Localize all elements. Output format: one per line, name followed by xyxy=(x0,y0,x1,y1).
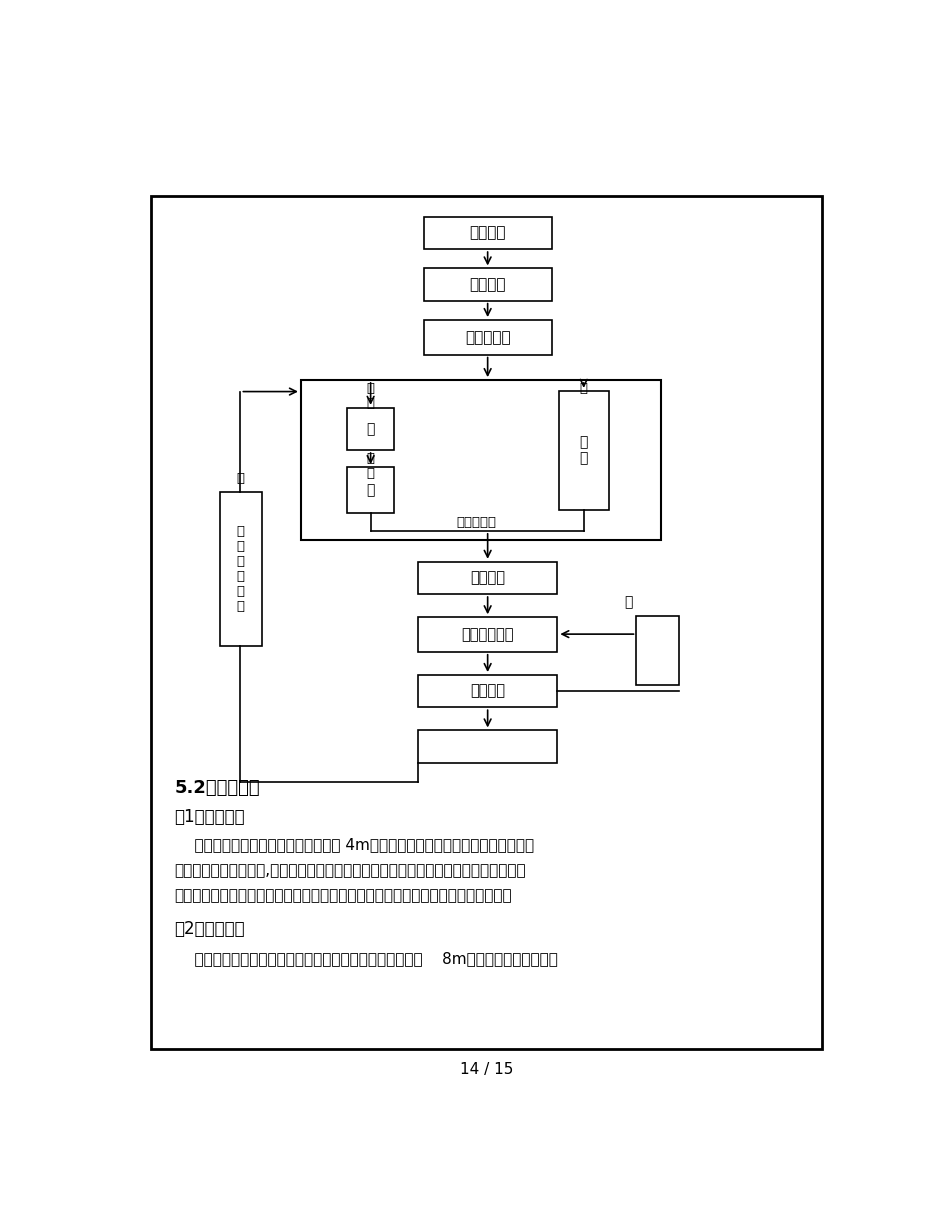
Text: 测量放样: 测量放样 xyxy=(469,277,506,293)
Text: 14 / 15: 14 / 15 xyxy=(460,1062,514,1077)
Text: 否: 否 xyxy=(624,596,633,610)
Text: 破: 破 xyxy=(367,422,375,436)
Bar xyxy=(424,268,552,301)
Bar xyxy=(424,320,552,355)
Text: 挖: 挖 xyxy=(367,483,375,497)
Text: 砂岛路堑边坡，边坡形式承受阶梯式，各级边坡高度均为    8m，边坡坡率及平台宽度: 砂岛路堑边坡，边坡形式承受阶梯式，各级边坡高度均为 8m，边坡坡率及平台宽度 xyxy=(175,951,558,966)
Text: 平台排水沟。一般挖方路段设置拱形骨架或框格梁护面，挖方边坡进展全坡面绳化。: 平台排水沟。一般挖方路段设置拱形骨架或框格梁护面，挖方边坡进展全坡面绳化。 xyxy=(175,889,512,903)
Text: 开: 开 xyxy=(580,381,588,395)
Text: 下: 下 xyxy=(237,472,244,484)
Bar xyxy=(636,616,679,685)
Bar xyxy=(418,562,558,594)
Bar xyxy=(219,493,262,646)
Bar xyxy=(418,617,558,651)
Text: 截水沟修建: 截水沟修建 xyxy=(465,329,510,345)
Text: （1）土质边坡: （1）土质边坡 xyxy=(175,809,245,826)
Bar xyxy=(301,380,661,541)
Text: 边坡形式承受阶梯式，分级高度均为 4m，边坡坡率及平台宽度依据挖方高度及岛: 边坡形式承受阶梯式，分级高度均为 4m，边坡坡率及平台宽度依据挖方高度及岛 xyxy=(175,837,534,853)
Text: 开
挜: 开 挜 xyxy=(367,451,374,479)
Text: 土状况进展针对性设计,边坡设置状况详见附表一：挖方边坡设置一览表。边坡平台上设: 土状况进展针对性设计,边坡设置状况详见附表一：挖方边坡设置一览表。边坡平台上设 xyxy=(175,863,526,878)
Text: 下
步
开
挜
施
工: 下 步 开 挜 施 工 xyxy=(237,526,244,613)
Text: 边坡修整: 边坡修整 xyxy=(470,570,505,585)
Bar xyxy=(418,675,558,707)
Bar xyxy=(348,408,394,450)
Text: 土石料运输: 土石料运输 xyxy=(457,516,497,530)
Bar xyxy=(348,467,394,514)
Text: 施工打算: 施工打算 xyxy=(469,225,506,241)
Bar xyxy=(424,216,552,249)
Text: 5.2、技术参数: 5.2、技术参数 xyxy=(175,779,260,796)
Text: 检测是否合格: 检测是否合格 xyxy=(462,627,514,642)
Bar xyxy=(559,391,609,510)
Text: （2）软岛边坡: （2）软岛边坡 xyxy=(175,919,245,938)
Text: 爆
破: 爆 破 xyxy=(367,381,374,409)
Text: 防护施工: 防护施工 xyxy=(470,683,505,698)
Bar xyxy=(418,730,558,763)
Text: 开
挜: 开 挜 xyxy=(580,435,588,466)
